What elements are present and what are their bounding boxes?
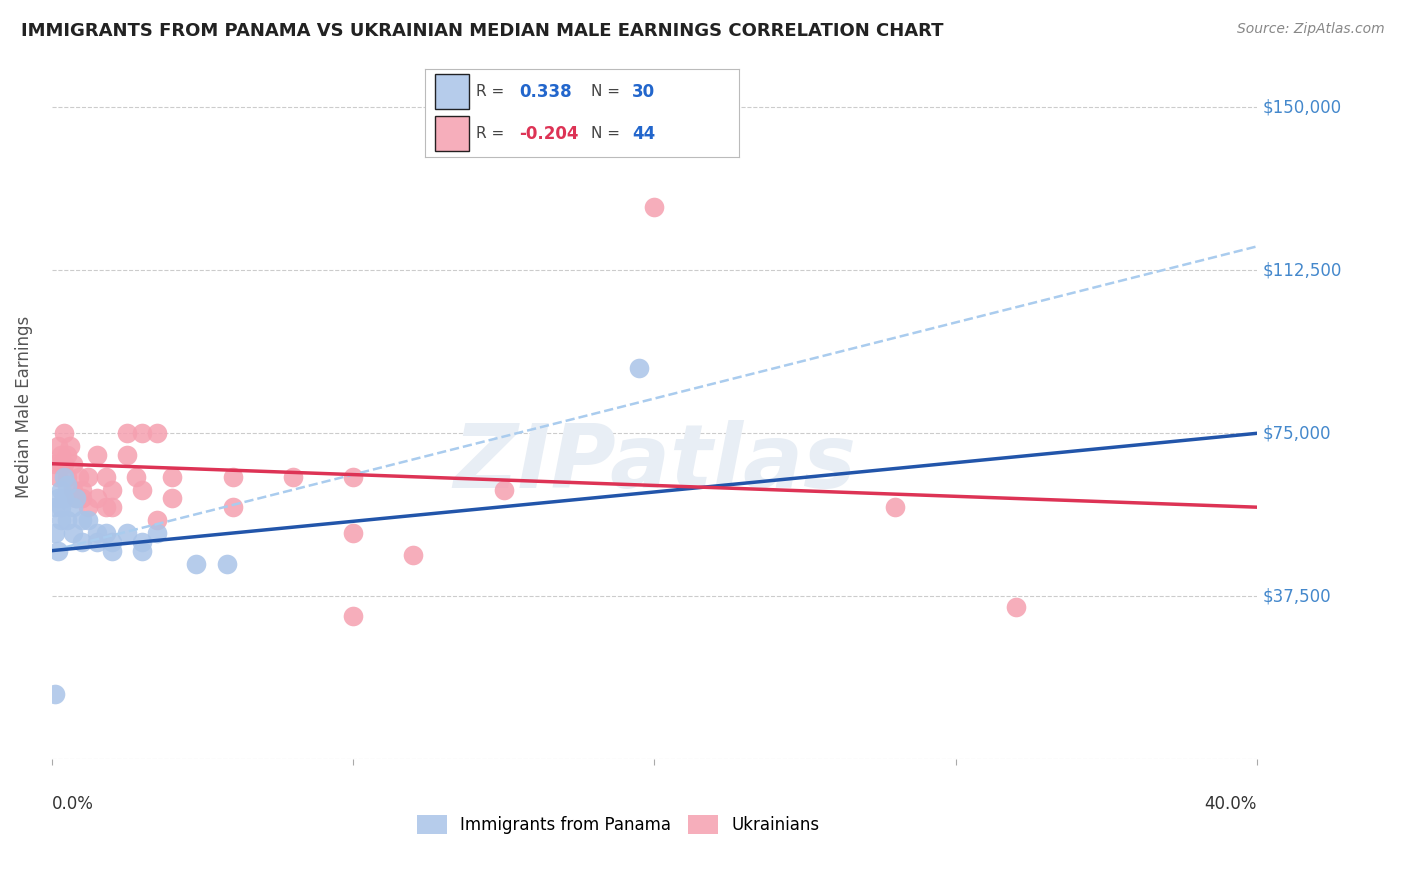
Point [44, 457, 66, 471]
Text: Source: ZipAtlas.com: Source: ZipAtlas.com [1237, 22, 1385, 37]
Point [342, 608, 364, 623]
Point [67, 469, 90, 483]
Point [65, 491, 87, 506]
Point [70, 483, 93, 497]
Text: $150,000: $150,000 [1263, 98, 1343, 116]
Point [86, 448, 108, 462]
Point [70, 535, 93, 549]
Point [131, 543, 153, 558]
Point [62, 526, 84, 541]
Point [221, 500, 243, 515]
Point [162, 491, 184, 506]
Text: ZIPatlas: ZIPatlas [453, 420, 856, 507]
Text: IMMIGRANTS FROM PANAMA VS UKRAINIAN MEDIAN MALE EARNINGS CORRELATION CHART: IMMIGRANTS FROM PANAMA VS UKRAINIAN MEDI… [21, 22, 943, 40]
Point [46, 469, 69, 483]
Point [94, 469, 117, 483]
Point [101, 483, 124, 497]
Point [101, 500, 124, 515]
Point [186, 557, 208, 571]
Y-axis label: Median Male Earnings: Median Male Earnings [15, 316, 32, 499]
Point [131, 535, 153, 549]
Point [125, 469, 148, 483]
Point [70, 491, 93, 506]
Point [56, 448, 79, 462]
Point [1005, 600, 1028, 615]
Point [628, 361, 651, 376]
Point [115, 426, 138, 441]
Point [215, 557, 238, 571]
Point [49, 448, 72, 462]
Point [77, 469, 100, 483]
Point [146, 426, 169, 441]
Point [49, 513, 72, 527]
Point [62, 483, 84, 497]
Point [56, 478, 79, 492]
Point [146, 513, 169, 527]
Point [46, 543, 69, 558]
Point [52, 491, 75, 506]
Point [94, 500, 117, 515]
Text: $75,000: $75,000 [1263, 425, 1331, 442]
Point [86, 526, 108, 541]
Text: 40.0%: 40.0% [1205, 795, 1257, 813]
Point [52, 426, 75, 441]
Point [65, 491, 87, 506]
Point [402, 548, 425, 562]
Point [70, 513, 93, 527]
Point [115, 526, 138, 541]
Point [146, 526, 169, 541]
Point [86, 535, 108, 549]
Point [77, 500, 100, 515]
Point [49, 457, 72, 471]
Point [49, 500, 72, 515]
Point [49, 483, 72, 497]
Point [52, 457, 75, 471]
Point [46, 439, 69, 453]
Point [59, 439, 82, 453]
Point [44, 500, 66, 515]
Point [56, 469, 79, 483]
Point [44, 687, 66, 701]
Point [131, 483, 153, 497]
Text: 0.0%: 0.0% [52, 795, 94, 813]
Point [281, 469, 304, 483]
Point [62, 500, 84, 515]
Point [131, 426, 153, 441]
Point [86, 491, 108, 506]
Legend: Immigrants from Panama, Ukrainians: Immigrants from Panama, Ukrainians [409, 806, 828, 842]
Text: $112,500: $112,500 [1263, 261, 1343, 279]
Point [221, 469, 243, 483]
Point [77, 513, 100, 527]
Point [94, 526, 117, 541]
Point [162, 469, 184, 483]
Point [492, 483, 515, 497]
Point [342, 526, 364, 541]
Point [46, 491, 69, 506]
Point [52, 469, 75, 483]
Point [101, 543, 124, 558]
Point [44, 526, 66, 541]
Point [101, 535, 124, 549]
Point [884, 500, 907, 515]
Text: $37,500: $37,500 [1263, 587, 1331, 606]
Point [115, 448, 138, 462]
Point [62, 457, 84, 471]
Point [56, 513, 79, 527]
Point [342, 469, 364, 483]
Point [643, 200, 665, 214]
